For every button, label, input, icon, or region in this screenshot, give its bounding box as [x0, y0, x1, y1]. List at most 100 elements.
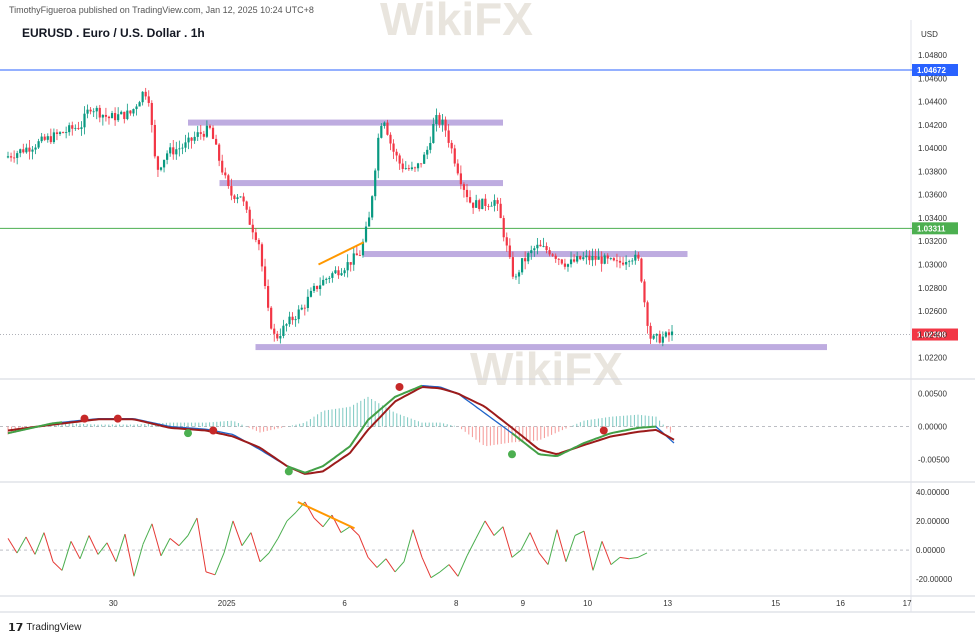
candle-body[interactable]: [548, 250, 551, 255]
candle-body[interactable]: [117, 114, 120, 121]
candle-body[interactable]: [159, 167, 163, 170]
signal-line[interactable]: [7, 385, 675, 475]
candle-body[interactable]: [475, 200, 478, 208]
candle-body[interactable]: [566, 264, 570, 267]
candle-body[interactable]: [31, 149, 34, 152]
candle-body[interactable]: [667, 332, 671, 336]
candle-body[interactable]: [560, 259, 563, 264]
candle-body[interactable]: [410, 167, 414, 170]
candle-body[interactable]: [303, 307, 306, 309]
candle-body[interactable]: [126, 110, 129, 120]
candle-body[interactable]: [107, 116, 111, 119]
candle-body[interactable]: [340, 273, 343, 276]
candle-body[interactable]: [282, 325, 285, 336]
candle-body[interactable]: [435, 115, 438, 124]
candle-body[interactable]: [628, 261, 631, 263]
candle-body[interactable]: [22, 149, 25, 153]
candle-body[interactable]: [319, 285, 322, 290]
candle-body[interactable]: [71, 125, 74, 129]
candle-body[interactable]: [557, 258, 560, 260]
candle-body[interactable]: [450, 142, 453, 149]
candle-body[interactable]: [49, 136, 52, 143]
candle-body[interactable]: [25, 147, 28, 153]
candle-body[interactable]: [392, 143, 395, 152]
candle-body[interactable]: [600, 256, 603, 264]
candle-body[interactable]: [169, 147, 172, 154]
candle-body[interactable]: [300, 307, 303, 310]
candle-body[interactable]: [58, 132, 62, 134]
candle-body[interactable]: [468, 197, 472, 203]
candle-body[interactable]: [236, 197, 239, 200]
candle-body[interactable]: [267, 286, 270, 308]
candle-body[interactable]: [123, 111, 126, 120]
candle-body[interactable]: [83, 113, 86, 128]
macd-cross-point[interactable]: [395, 382, 404, 391]
candle-body[interactable]: [582, 257, 585, 260]
candle-body[interactable]: [423, 154, 426, 164]
candle-body[interactable]: [80, 127, 83, 129]
candle-body[interactable]: [221, 160, 224, 173]
candle-body[interactable]: [505, 237, 508, 246]
candle-body[interactable]: [196, 132, 199, 137]
candle-body[interactable]: [138, 102, 141, 107]
candle-body[interactable]: [239, 196, 242, 198]
candle-body[interactable]: [190, 137, 193, 141]
support-zone[interactable]: [255, 344, 828, 351]
candle-body[interactable]: [211, 127, 215, 139]
candle-body[interactable]: [554, 255, 557, 259]
candle-body[interactable]: [202, 133, 205, 137]
candle-body[interactable]: [172, 147, 175, 155]
candle-body[interactable]: [254, 232, 257, 240]
candle-body[interactable]: [478, 200, 481, 210]
candle-body[interactable]: [181, 147, 184, 149]
candle-body[interactable]: [9, 156, 13, 158]
candle-body[interactable]: [144, 91, 147, 97]
candle-body[interactable]: [331, 273, 334, 278]
candle-body[interactable]: [615, 260, 619, 262]
candle-body[interactable]: [43, 136, 46, 140]
candle-body[interactable]: [389, 134, 392, 144]
candle-body[interactable]: [533, 248, 536, 251]
candle-body[interactable]: [426, 149, 429, 155]
candle-body[interactable]: [162, 159, 166, 168]
candle-body[interactable]: [569, 259, 573, 265]
candle-body[interactable]: [328, 277, 331, 279]
candle-body[interactable]: [395, 151, 398, 156]
candle-body[interactable]: [95, 107, 98, 112]
candle-body[interactable]: [386, 122, 389, 135]
candle-body[interactable]: [625, 262, 628, 265]
candle-body[interactable]: [184, 142, 187, 148]
candle-body[interactable]: [233, 195, 236, 200]
candle-body[interactable]: [591, 256, 594, 261]
candle-body[interactable]: [542, 245, 545, 247]
candle-body[interactable]: [132, 109, 135, 114]
candle-body[interactable]: [86, 109, 89, 114]
candle-body[interactable]: [664, 332, 667, 337]
candle-body[interactable]: [37, 141, 40, 148]
candle-body[interactable]: [658, 333, 661, 343]
candle-body[interactable]: [484, 198, 487, 206]
candle-body[interactable]: [306, 296, 309, 308]
candle-body[interactable]: [444, 119, 447, 131]
candle-body[interactable]: [652, 335, 655, 339]
candle-body[interactable]: [312, 285, 316, 291]
candle-body[interactable]: [465, 189, 469, 198]
candle-body[interactable]: [214, 138, 218, 145]
candle-body[interactable]: [456, 163, 459, 174]
candle-body[interactable]: [634, 254, 637, 261]
candle-body[interactable]: [420, 163, 423, 165]
support-zone[interactable]: [219, 180, 504, 187]
candle-body[interactable]: [156, 156, 160, 170]
candle-body[interactable]: [640, 258, 643, 282]
candle-body[interactable]: [129, 110, 132, 114]
candle-body[interactable]: [110, 113, 114, 119]
candle-body[interactable]: [175, 149, 178, 155]
candle-body[interactable]: [16, 153, 19, 158]
candle-body[interactable]: [649, 325, 652, 339]
candle-body[interactable]: [230, 186, 233, 196]
candle-body[interactable]: [472, 202, 475, 208]
candle-body[interactable]: [563, 263, 567, 267]
candle-body[interactable]: [643, 281, 646, 303]
candle-body[interactable]: [77, 127, 80, 129]
candle-body[interactable]: [153, 124, 156, 157]
